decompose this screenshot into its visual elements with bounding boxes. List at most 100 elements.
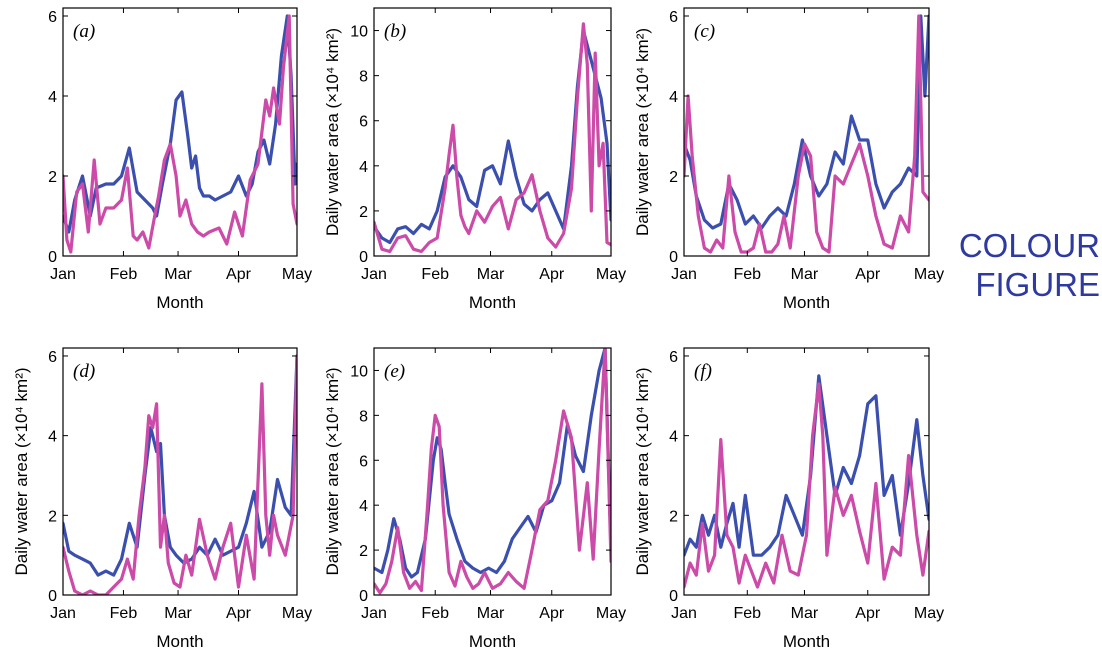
x-tick-label: Feb — [734, 605, 762, 622]
plot-frame — [683, 7, 930, 257]
x-tick-label: Jan — [50, 266, 76, 283]
x-tick-label: Jan — [361, 605, 387, 622]
series-line-a-1 — [63, 14, 297, 234]
x-tick-label: May — [596, 605, 626, 622]
panel-c: 0 2 4 6 Jan Feb Mar Apr May Month (c) Daily water a… — [633, 7, 944, 312]
y-tick-label: 6 — [669, 9, 678, 26]
x-tick-label: May — [914, 266, 944, 283]
panel-d: 0 2 4 6 Jan Feb Mar Apr May Month (d) Daily water a… — [12, 347, 312, 649]
x-tick-label: May — [282, 605, 312, 622]
panel-label: (f) — [694, 361, 712, 382]
y-tick-label: 2 — [359, 543, 368, 560]
x-tick-label: Feb — [110, 266, 138, 283]
panel-label: (e) — [384, 361, 405, 382]
y-tick-label: 2 — [669, 508, 678, 525]
panel-f: 0 2 4 6 Jan Feb Mar Apr May Month (f) Daily water a… — [633, 347, 944, 649]
y-tick-label: 0 — [359, 249, 368, 266]
y-tick-label: 4 — [359, 159, 368, 176]
y-tick-label: 4 — [669, 89, 678, 106]
panel-label: (b) — [384, 21, 406, 42]
y-tick-label: 6 — [359, 453, 368, 470]
y-tick-label: 4 — [48, 429, 57, 446]
series-line-f-1 — [684, 374, 929, 557]
x-tick-label: Apr — [226, 605, 252, 622]
y-tick-label: 6 — [48, 349, 57, 366]
x-tick-label: Apr — [539, 266, 565, 283]
x-tick-label: Jan — [50, 605, 76, 622]
y-tick-label: 2 — [669, 169, 678, 186]
x-tick-label: Mar — [477, 605, 505, 622]
x-tick-label: Feb — [421, 266, 449, 283]
y-axis-label: Daily water area (×10⁴ km²) — [633, 28, 652, 236]
y-tick-label: 2 — [48, 169, 57, 186]
panel-b: 0 2 4 6 8 10 Jan Feb Mar Apr May Month (b) Daily wate… — [323, 7, 626, 312]
x-tick-label: Feb — [110, 605, 138, 622]
series-line-c-1 — [684, 14, 929, 230]
x-axis-label: Month — [469, 293, 516, 312]
y-tick-label: 8 — [359, 408, 368, 425]
plot-frame — [62, 347, 298, 596]
x-tick-label: Jan — [361, 266, 387, 283]
y-tick-label: 0 — [669, 588, 678, 605]
y-tick-label: 0 — [48, 588, 57, 605]
y-tick-label: 0 — [669, 249, 678, 266]
x-tick-label: Mar — [477, 266, 505, 283]
y-tick-label: 10 — [350, 363, 368, 380]
y-tick-label: 2 — [359, 204, 368, 221]
x-tick-label: Mar — [164, 266, 192, 283]
plot-frame — [373, 7, 612, 257]
series-line-c-2 — [684, 14, 929, 254]
series-line-a-2 — [63, 14, 297, 254]
y-tick-label: 0 — [48, 249, 57, 266]
colour-figure-stamp: COLOUR FIGURE — [935, 226, 1100, 304]
panel-label: (c) — [694, 21, 715, 42]
series-line-e-2 — [374, 348, 611, 595]
y-tick-label: 4 — [669, 429, 678, 446]
panel-a: 0 2 4 6 Jan Feb Mar Apr May Month (a) — [48, 7, 312, 312]
y-axis-label: Daily water area (×10⁴ km²) — [633, 367, 652, 575]
y-tick-label: 4 — [48, 89, 57, 106]
y-tick-label: 8 — [359, 69, 368, 86]
x-tick-label: Jan — [671, 605, 697, 622]
x-tick-label: Apr — [855, 266, 881, 283]
panel-label: (a) — [73, 21, 95, 42]
x-tick-label: Mar — [791, 605, 819, 622]
series-line-b-2 — [374, 22, 611, 254]
x-axis-label: Month — [156, 632, 203, 649]
plot-frame — [62, 7, 298, 257]
x-axis-label: Month — [469, 632, 516, 649]
x-tick-label: May — [282, 266, 312, 283]
stamp-line-2: FIGURE — [975, 266, 1100, 303]
series-line-f-2 — [684, 382, 929, 589]
y-axis-label: Daily water area (×10⁴ km²) — [12, 367, 31, 575]
y-tick-label: 4 — [359, 498, 368, 515]
y-tick-label: 0 — [359, 588, 368, 605]
plot-frame — [373, 347, 612, 596]
y-tick-label: 2 — [48, 508, 57, 525]
x-tick-label: May — [596, 266, 626, 283]
plot-frame — [683, 347, 930, 596]
y-axis-label: Daily water area (×10⁴ km²) — [323, 28, 342, 236]
x-tick-label: Feb — [734, 266, 762, 283]
x-axis-label: Month — [156, 293, 203, 312]
x-tick-label: Mar — [164, 605, 192, 622]
x-tick-label: Apr — [855, 605, 881, 622]
x-tick-label: Mar — [791, 266, 819, 283]
x-tick-label: Jan — [671, 266, 697, 283]
series-line-d-2 — [63, 354, 297, 595]
y-axis-label: Daily water area (×10⁴ km²) — [323, 367, 342, 575]
x-tick-label: Feb — [421, 605, 449, 622]
y-tick-label: 6 — [359, 114, 368, 131]
y-tick-label: 6 — [48, 9, 57, 26]
stamp-line-1: COLOUR — [958, 227, 1100, 264]
x-tick-label: Apr — [539, 605, 565, 622]
x-axis-label: Month — [783, 293, 830, 312]
y-tick-label: 10 — [350, 24, 368, 41]
x-tick-label: May — [914, 605, 944, 622]
panel-e: 0 2 4 6 8 10 Jan Feb Mar Apr May Month (e) Daily wate… — [323, 347, 626, 649]
x-tick-label: Apr — [226, 266, 252, 283]
panel-label: (d) — [73, 361, 95, 382]
series-line-e-1 — [374, 348, 611, 579]
x-axis-label: Month — [783, 632, 830, 649]
